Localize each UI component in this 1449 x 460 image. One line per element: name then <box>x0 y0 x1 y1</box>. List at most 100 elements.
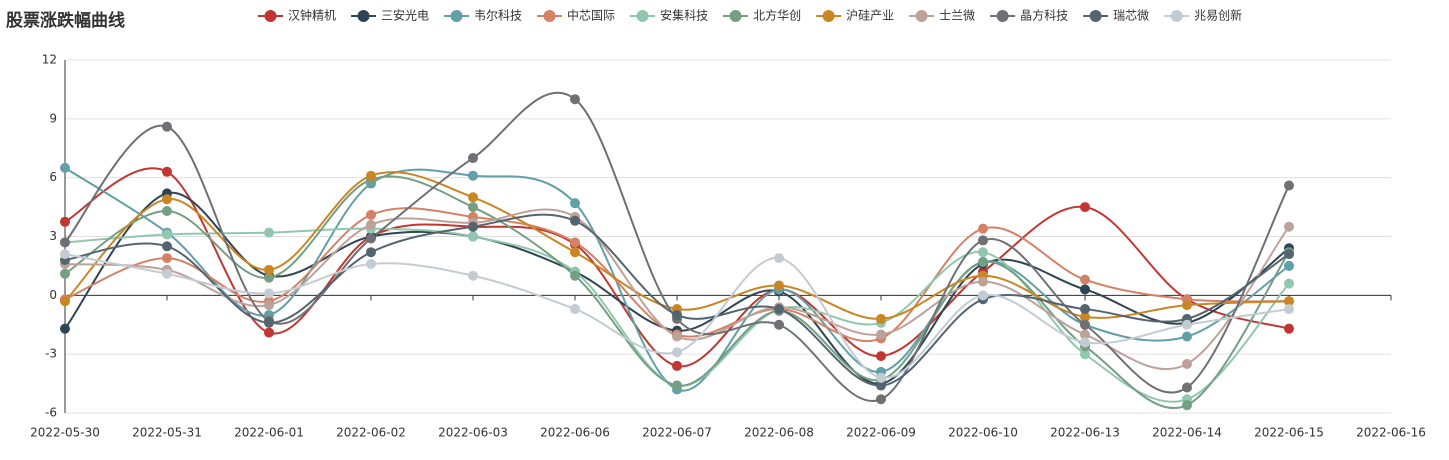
data-point <box>672 309 682 320</box>
data-point <box>1080 329 1090 340</box>
data-point <box>1284 296 1294 307</box>
data-point <box>570 304 580 315</box>
series-line <box>64 208 1290 370</box>
data-point <box>60 296 70 307</box>
data-point <box>1182 382 1192 393</box>
y-tick-label: 9 <box>49 111 57 125</box>
legend-icon <box>543 10 556 22</box>
legend-item: 韦尔科技 <box>444 8 522 23</box>
data-point <box>162 166 172 177</box>
chart-title: 股票涨跌幅曲线 <box>6 10 125 31</box>
data-point <box>366 258 376 269</box>
legend-item: 中芯国际 <box>537 8 615 23</box>
legend-icon <box>729 10 742 22</box>
x-tick-label: 2022-06-06 <box>540 426 610 440</box>
data-point <box>774 253 784 264</box>
legend-icon <box>915 10 928 22</box>
data-point <box>468 192 478 203</box>
x-tick-label: 2022-05-31 <box>132 426 202 440</box>
series-line <box>64 167 1290 392</box>
data-point <box>60 268 70 279</box>
data-point <box>366 170 376 181</box>
x-tick-label: 2022-06-16 <box>1356 426 1426 440</box>
data-point <box>876 329 886 340</box>
legend-item: 晶方科技 <box>990 8 1068 23</box>
legend-item: 安集科技 <box>630 8 708 23</box>
data-point <box>264 288 274 299</box>
y-tick-label: -3 <box>45 347 57 361</box>
data-point <box>1182 300 1192 311</box>
data-point <box>366 233 376 244</box>
data-point <box>1080 349 1090 360</box>
data-point <box>774 319 784 330</box>
data-point <box>468 170 478 181</box>
data-point <box>1080 284 1090 295</box>
data-point <box>468 202 478 213</box>
legend-label: 韦尔科技 <box>474 8 522 23</box>
data-point <box>978 247 988 258</box>
data-point <box>876 372 886 383</box>
data-point <box>570 198 580 209</box>
x-tick-label: 2022-06-08 <box>744 426 814 440</box>
legend-label: 中芯国际 <box>567 8 615 23</box>
x-tick-label: 2022-06-10 <box>948 426 1018 440</box>
y-tick-label: 6 <box>49 170 57 184</box>
data-point <box>468 270 478 281</box>
y-tick-label: 3 <box>49 229 57 243</box>
data-point <box>468 221 478 232</box>
data-point <box>570 247 580 258</box>
data-point <box>468 153 478 164</box>
data-point <box>1080 319 1090 330</box>
data-point <box>162 241 172 252</box>
data-point <box>978 223 988 234</box>
y-tick-label: 0 <box>49 288 57 302</box>
data-point <box>1284 323 1294 334</box>
legend-label: 晶方科技 <box>1020 8 1068 23</box>
data-point <box>672 347 682 358</box>
legend-label: 兆易创新 <box>1194 8 1242 23</box>
x-tick-label: 2022-06-03 <box>438 426 508 440</box>
data-point <box>1284 278 1294 289</box>
data-point <box>264 264 274 275</box>
data-point <box>570 270 580 281</box>
legend-label: 安集科技 <box>660 8 708 23</box>
data-point <box>876 313 886 324</box>
data-point <box>60 323 70 334</box>
x-tick-label: 2022-06-02 <box>336 426 406 440</box>
data-point <box>162 229 172 240</box>
data-point <box>570 237 580 248</box>
legend-label: 瑞芯微 <box>1113 9 1149 23</box>
legend-icon <box>822 10 835 22</box>
x-tick-label: 2022-06-15 <box>1254 426 1324 440</box>
legend-item: 兆易创新 <box>1164 8 1242 23</box>
x-tick-label: 2022-05-30 <box>30 426 100 440</box>
legend-icon <box>450 10 463 22</box>
data-point <box>1080 337 1090 348</box>
data-point <box>264 272 274 283</box>
data-point <box>264 327 274 338</box>
data-point <box>1080 304 1090 315</box>
data-point <box>366 247 376 258</box>
x-tick-label: 2022-06-13 <box>1050 426 1120 440</box>
data-point <box>1284 249 1294 260</box>
legend-icon <box>636 10 649 22</box>
x-tick-label: 2022-06-09 <box>846 426 916 440</box>
y-tick-label: 12 <box>42 53 57 67</box>
data-point <box>264 317 274 328</box>
legend-label: 北方华创 <box>753 8 801 23</box>
data-point <box>1182 331 1192 342</box>
data-point <box>162 268 172 279</box>
data-point <box>468 231 478 242</box>
data-point <box>672 360 682 371</box>
data-point <box>876 380 886 391</box>
data-point <box>774 280 784 291</box>
data-point <box>978 276 988 287</box>
data-point <box>1182 358 1192 369</box>
data-point <box>264 227 274 238</box>
data-point <box>1182 319 1192 330</box>
legend-item: 汉钟精机 <box>258 8 336 23</box>
data-point <box>1080 202 1090 213</box>
data-point <box>1182 400 1192 411</box>
legend-icon <box>1089 10 1102 22</box>
